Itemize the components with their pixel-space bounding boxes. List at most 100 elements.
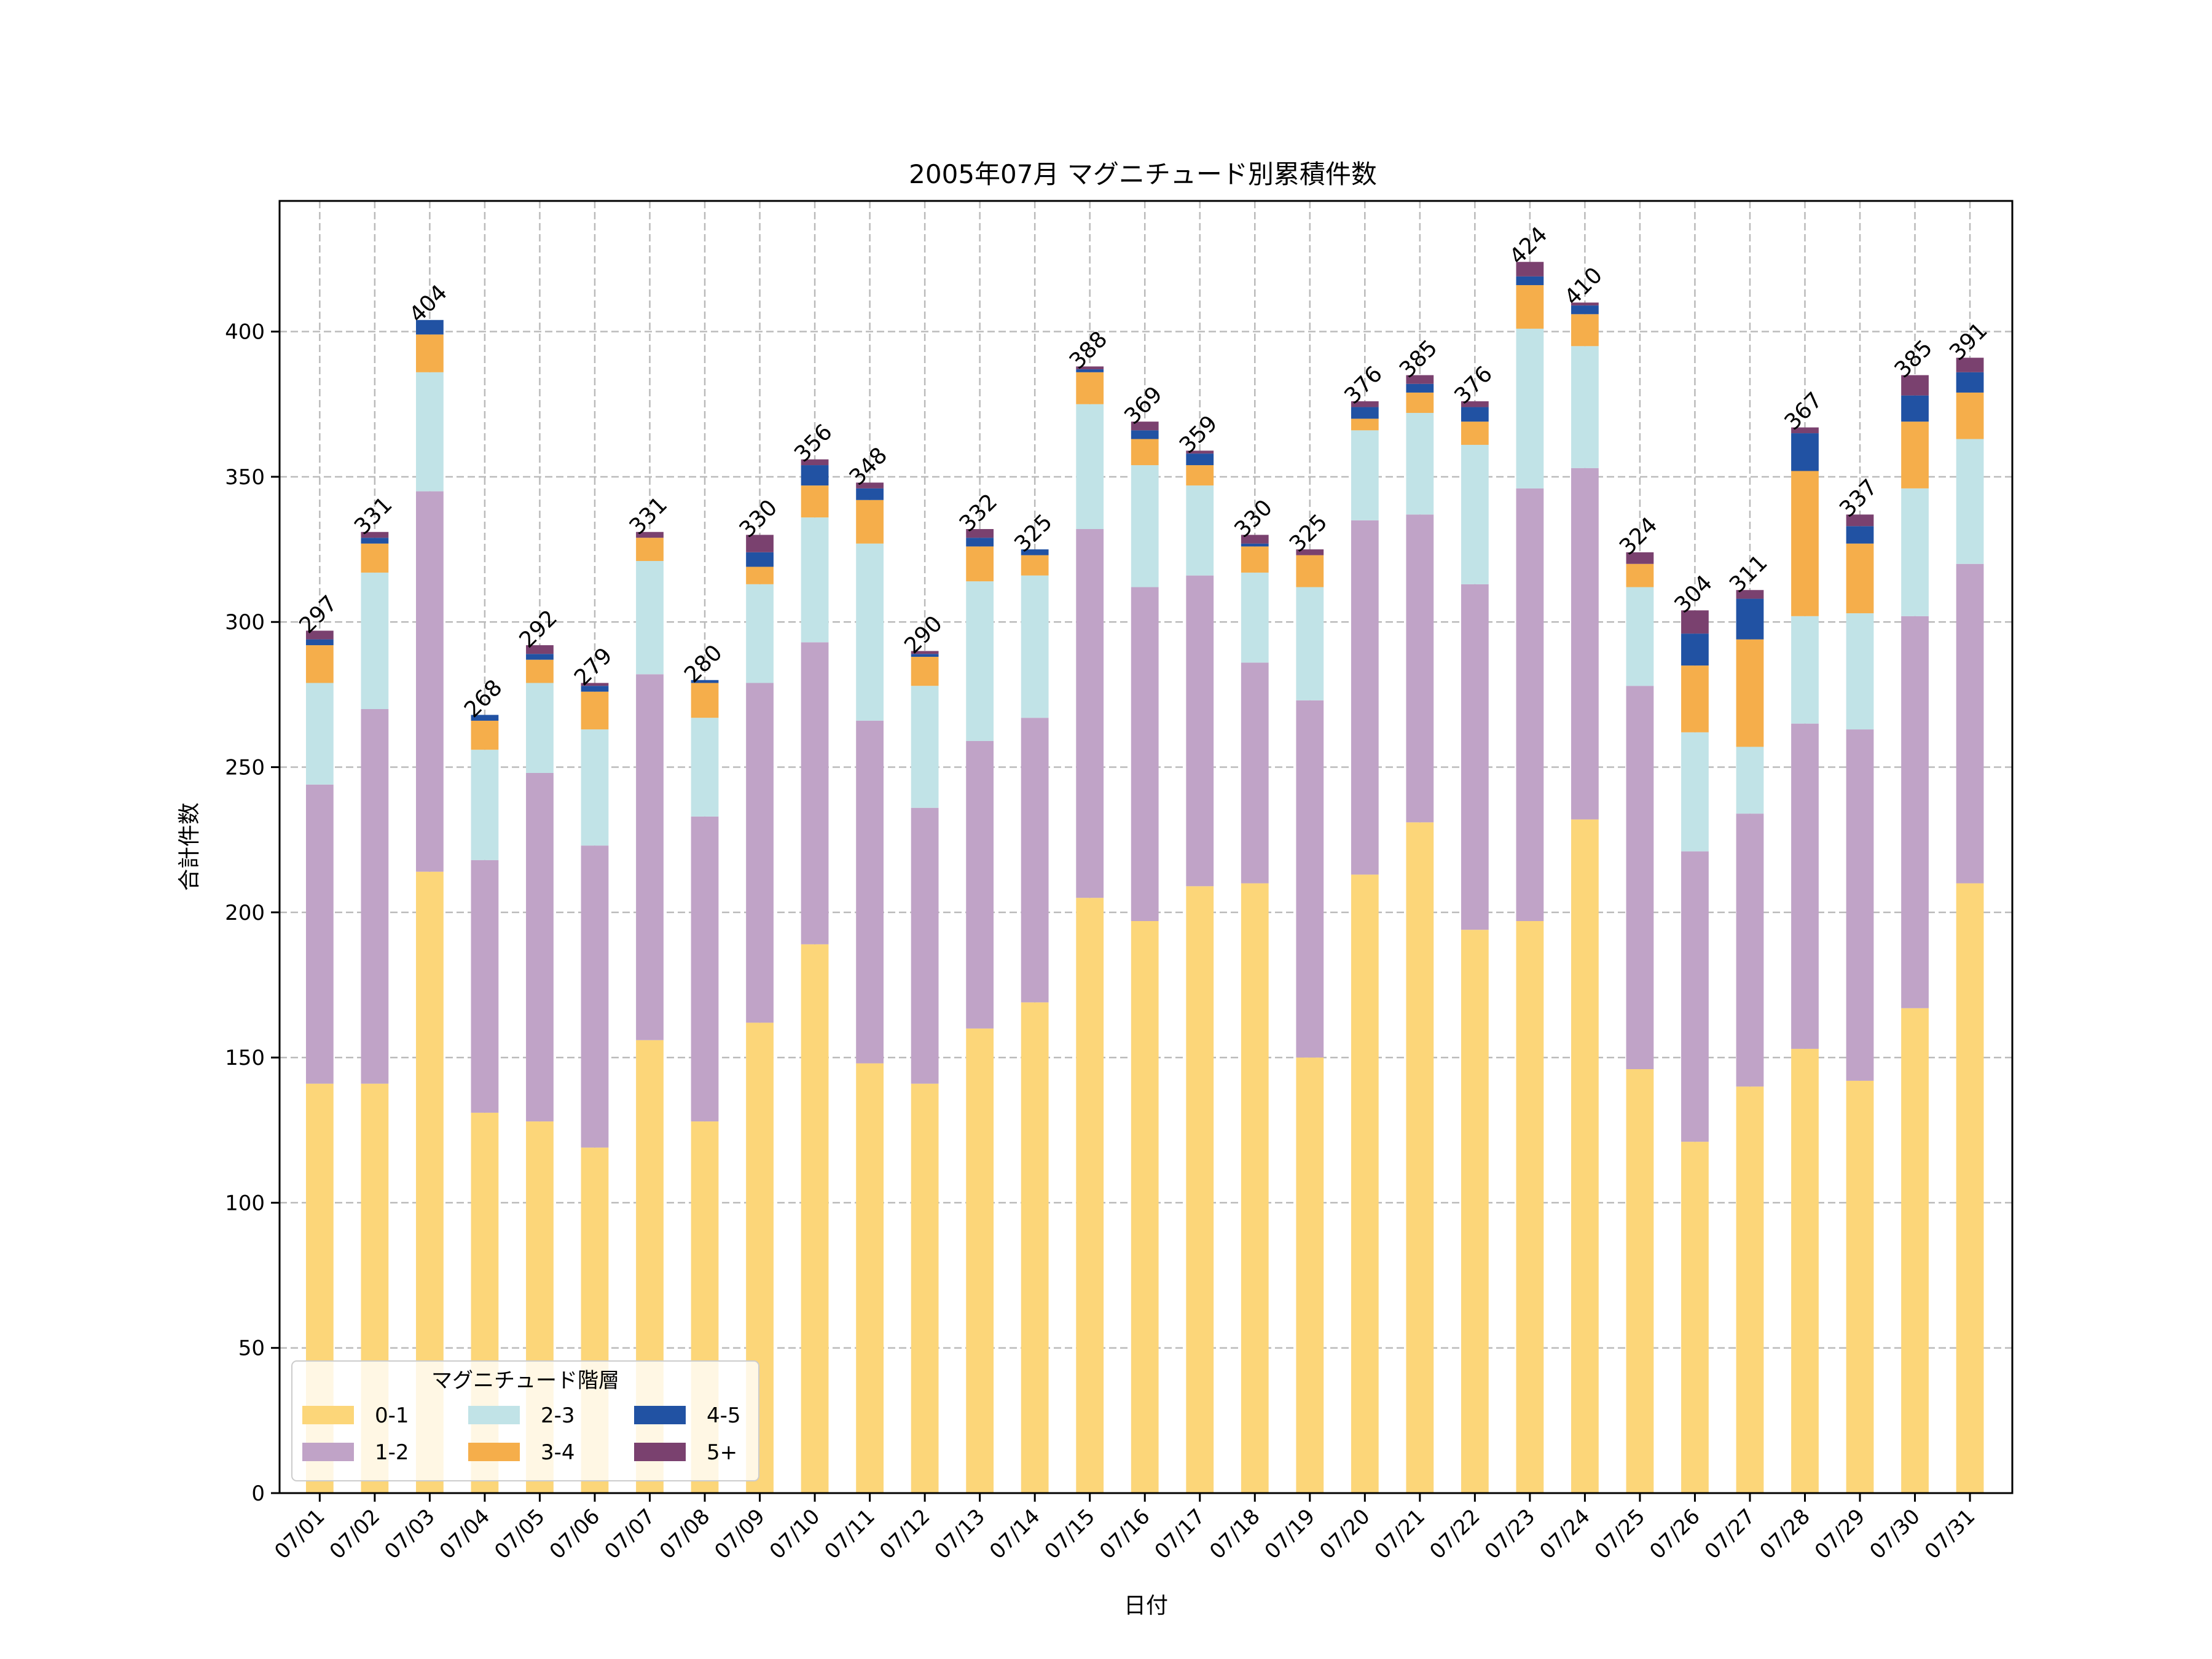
bar-segment-4-5 [1846, 526, 1874, 544]
bar-segment-3-4 [1461, 422, 1489, 445]
bar-segment-1-2 [1626, 686, 1654, 1070]
x-tick-label: 07/29 [1810, 1504, 1870, 1564]
bar-segment-0-1 [1516, 921, 1544, 1493]
total-label: 348 [845, 442, 893, 490]
y-tick-label: 50 [238, 1336, 265, 1361]
bar-segment-0-1 [911, 1083, 939, 1493]
total-label: 311 [1725, 550, 1773, 598]
bar-segment-1-2 [1406, 514, 1434, 823]
x-tick-label: 07/04 [435, 1504, 495, 1564]
bar-segment-4-5 [746, 552, 774, 567]
bar-segment-1-2 [856, 720, 884, 1064]
y-tick-label: 300 [225, 610, 265, 635]
total-label: 385 [1890, 335, 1938, 383]
bars [305, 262, 1984, 1493]
bar-segment-3-4 [416, 334, 444, 372]
x-tick-label: 07/13 [930, 1504, 990, 1564]
total-label: 304 [1670, 570, 1718, 618]
bar-segment-5+ [1076, 366, 1104, 370]
x-tick-label: 07/05 [490, 1504, 550, 1564]
bar-segment-0-1 [1681, 1142, 1709, 1493]
total-label: 369 [1120, 382, 1167, 429]
legend-label: 1-2 [375, 1440, 409, 1465]
bar-segment-5+ [801, 459, 829, 466]
bar-segment-1-2 [636, 674, 664, 1040]
bar-segment-1-2 [1681, 851, 1709, 1142]
bar-segment-3-4 [966, 546, 994, 582]
x-tick-label: 07/11 [820, 1504, 880, 1564]
bar-segment-0-1 [1021, 1002, 1049, 1493]
bar-segment-4-5 [1681, 633, 1709, 666]
bar-segment-4-5 [1131, 430, 1159, 439]
bar-segment-3-4 [361, 543, 389, 573]
total-label: 332 [955, 489, 1003, 537]
bar-segment-3-4 [1571, 314, 1599, 347]
bar-segment-2-3 [691, 718, 719, 817]
x-tick-label: 07/15 [1040, 1504, 1100, 1564]
legend-label: 3-4 [541, 1440, 575, 1465]
bar-segment-5+ [581, 683, 609, 686]
bar-segment-1-2 [1791, 723, 1819, 1049]
bar-segment-2-3 [1186, 485, 1214, 576]
x-tick-label: 07/22 [1425, 1504, 1485, 1564]
bar-segment-3-4 [1406, 392, 1434, 413]
bar-segment-2-3 [746, 584, 774, 683]
total-label: 292 [515, 605, 563, 653]
bar-segment-1-2 [1736, 814, 1764, 1087]
bar-segment-3-4 [1131, 439, 1159, 466]
bar-segment-1-2 [1846, 729, 1874, 1081]
bar-segment-3-4 [636, 538, 664, 562]
bar-segment-2-3 [1461, 444, 1489, 584]
bar-segment-2-3 [1571, 346, 1599, 468]
bar-segment-5+ [746, 535, 774, 552]
x-tick-label: 07/20 [1315, 1504, 1375, 1564]
bar-segment-3-4 [801, 485, 829, 518]
bar-segment-5+ [911, 651, 939, 654]
bar-segment-2-3 [416, 372, 444, 492]
bar-segment-3-4 [581, 691, 609, 730]
bar-segment-1-2 [1296, 700, 1324, 1058]
bar-segment-2-3 [1736, 747, 1764, 814]
bar-segment-4-5 [1571, 305, 1599, 315]
legend-swatch-2-3 [468, 1406, 520, 1424]
bar-segment-1-2 [1351, 520, 1379, 875]
legend: マグニチュード階層 0-1 1-2 2-3 3-4 4-5 5+ [291, 1360, 759, 1481]
bar-segment-1-2 [1956, 563, 1984, 884]
bar-segment-3-4 [746, 567, 774, 584]
bar-segment-3-4 [856, 500, 884, 544]
total-label: 280 [680, 640, 728, 688]
total-label: 330 [735, 495, 783, 543]
total-label: 424 [1505, 222, 1553, 270]
bar-segment-2-3 [636, 561, 664, 675]
bar-segment-4-5 [1021, 549, 1049, 555]
bar-segment-1-2 [911, 807, 939, 1084]
x-tick-label: 07/10 [765, 1504, 825, 1564]
bar-segment-2-3 [1021, 575, 1049, 718]
bar-segment-5+ [1241, 535, 1269, 544]
bar-segment-4-5 [305, 639, 334, 646]
bar-segment-0-1 [801, 944, 829, 1493]
total-label: 290 [900, 611, 947, 659]
total-label: 391 [1945, 318, 1993, 366]
bar-segment-1-2 [1241, 662, 1269, 884]
bar-segment-4-5 [1406, 383, 1434, 393]
bar-segment-2-3 [966, 581, 994, 742]
bar-segment-0-1 [966, 1028, 994, 1493]
x-tick-label: 07/16 [1095, 1504, 1155, 1564]
bar-segment-3-4 [1681, 665, 1709, 732]
bar-segment-2-3 [1076, 404, 1104, 530]
bar-segment-3-4 [1791, 471, 1819, 616]
bar-segment-4-5 [416, 320, 444, 335]
bar-segment-5+ [1901, 375, 1929, 396]
x-tick-label: 07/14 [985, 1504, 1045, 1564]
bar-segment-2-3 [1406, 412, 1434, 515]
bar-segment-4-5 [1076, 369, 1104, 372]
total-label: 376 [1449, 361, 1497, 409]
bar-segment-5+ [636, 531, 664, 538]
x-tick-label: 07/07 [600, 1504, 660, 1564]
bar-segment-2-3 [1791, 616, 1819, 724]
bar-segment-0-1 [1076, 898, 1104, 1493]
bar-segment-2-3 [1241, 572, 1269, 663]
bar-segment-2-3 [1901, 488, 1929, 616]
bar-segment-3-4 [1186, 465, 1214, 486]
